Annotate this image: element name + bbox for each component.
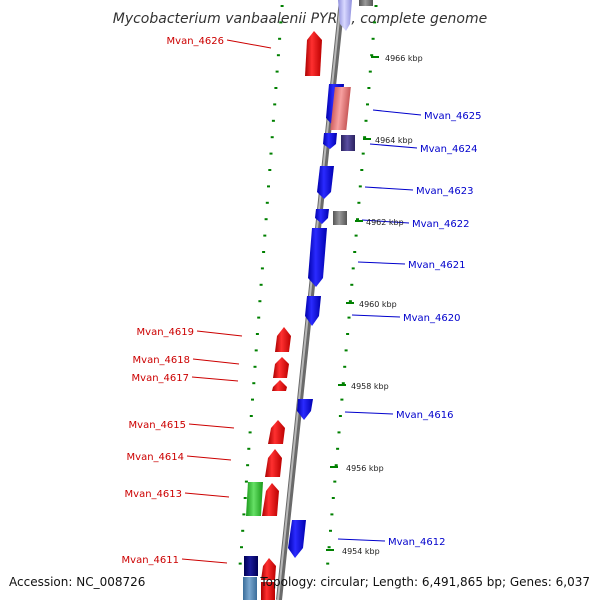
kbp-label: 4964 kbp xyxy=(375,136,413,145)
gene-arrow-mvan-4615[interactable] xyxy=(268,420,285,444)
kbp-label: 4960 kbp xyxy=(359,300,397,309)
gene-arrow-mvan-4618[interactable] xyxy=(273,357,289,378)
gene-label[interactable]: Mvan_4623 xyxy=(416,186,473,197)
gene-label[interactable]: Mvan_4625 xyxy=(424,111,481,122)
gene-label[interactable]: Mvan_4619 xyxy=(137,327,194,338)
gene-arrow-mvan-4621[interactable] xyxy=(308,228,327,287)
leader-lines xyxy=(181,39,422,564)
gene-label[interactable]: Mvan_4626 xyxy=(167,36,224,47)
gene-arrow-mvan-4620[interactable] xyxy=(305,296,321,326)
gene-box-bottom-forward[interactable] xyxy=(261,582,275,600)
gene-box-mvan-4624-other[interactable] xyxy=(341,135,355,151)
gene-arrow-mvan-4612[interactable] xyxy=(288,520,306,558)
kbp-label: 4954 kbp xyxy=(342,547,380,556)
accession-text: Accession: NC_008726 xyxy=(9,575,145,589)
gene-arrow-mvan-4613[interactable] xyxy=(262,483,279,516)
gene-box-other[interactable] xyxy=(359,0,373,6)
gene-arrow-mvan-4611-forward[interactable] xyxy=(261,558,276,580)
gene-label[interactable]: Mvan_4624 xyxy=(420,144,477,155)
gene-arrow-mvan-4623[interactable] xyxy=(317,166,334,199)
gene-label[interactable]: Mvan_4613 xyxy=(125,489,182,500)
gene-box-mvan-4622-other[interactable] xyxy=(333,211,347,225)
gene-label[interactable]: Mvan_4611 xyxy=(122,555,179,566)
gene-label[interactable]: Mvan_4617 xyxy=(132,373,189,384)
kbp-label: 4966 kbp xyxy=(385,54,423,63)
gene-arrow-reverse[interactable] xyxy=(338,0,352,31)
gene-box-mvan-4613-rna[interactable] xyxy=(246,482,263,516)
right-gene-labels: Mvan_4625 Mvan_4624 Mvan_4623 Mvan_4622 … xyxy=(388,111,481,548)
gene-label[interactable]: Mvan_4621 xyxy=(408,260,465,271)
inner-tick-track xyxy=(326,5,378,565)
kbp-label: 4958 kbp xyxy=(351,382,389,391)
gene-box-bottom-other[interactable] xyxy=(243,577,257,600)
gene-arrow-mvan-4619[interactable] xyxy=(275,327,291,352)
left-gene-labels: Mvan_4626 Mvan_4619 Mvan_4618 Mvan_4617 … xyxy=(122,36,224,566)
topology-text: Topology: circular; Length: 6,491,865 bp… xyxy=(259,575,590,589)
outer-tick-track xyxy=(238,5,284,565)
gene-arrow-mvan-4614[interactable] xyxy=(265,449,282,477)
position-scale: 4966 kbp 4964 kbp 4962 kbp 4960 kbp 4958… xyxy=(326,54,423,556)
gene-arrow-mvan-4622[interactable] xyxy=(315,209,329,224)
gene-label[interactable]: Mvan_4614 xyxy=(127,452,184,463)
gene-label[interactable]: Mvan_4618 xyxy=(133,355,190,366)
gene-label[interactable]: Mvan_4612 xyxy=(388,537,445,548)
gene-arrow-mvan-4617[interactable] xyxy=(272,380,287,391)
gene-label[interactable]: Mvan_4616 xyxy=(396,410,453,421)
gene-label[interactable]: Mvan_4620 xyxy=(403,313,460,324)
gene-box-mvan-4625-other[interactable] xyxy=(330,87,351,130)
gene-features xyxy=(243,0,373,600)
gene-label[interactable]: Mvan_4622 xyxy=(412,219,469,230)
kbp-label: 4956 kbp xyxy=(346,464,384,473)
gene-arrow-mvan-4626[interactable] xyxy=(305,31,322,76)
gene-box-mvan-4611[interactable] xyxy=(244,556,258,576)
gene-arrow-mvan-4624[interactable] xyxy=(323,133,337,149)
map-title: Mycobacterium vanbaalenii PYR-1, complet… xyxy=(113,11,488,27)
gene-arrow-mvan-4616[interactable] xyxy=(297,399,313,420)
kbp-label: 4962 kbp xyxy=(366,218,404,227)
gene-label[interactable]: Mvan_4615 xyxy=(129,420,186,431)
